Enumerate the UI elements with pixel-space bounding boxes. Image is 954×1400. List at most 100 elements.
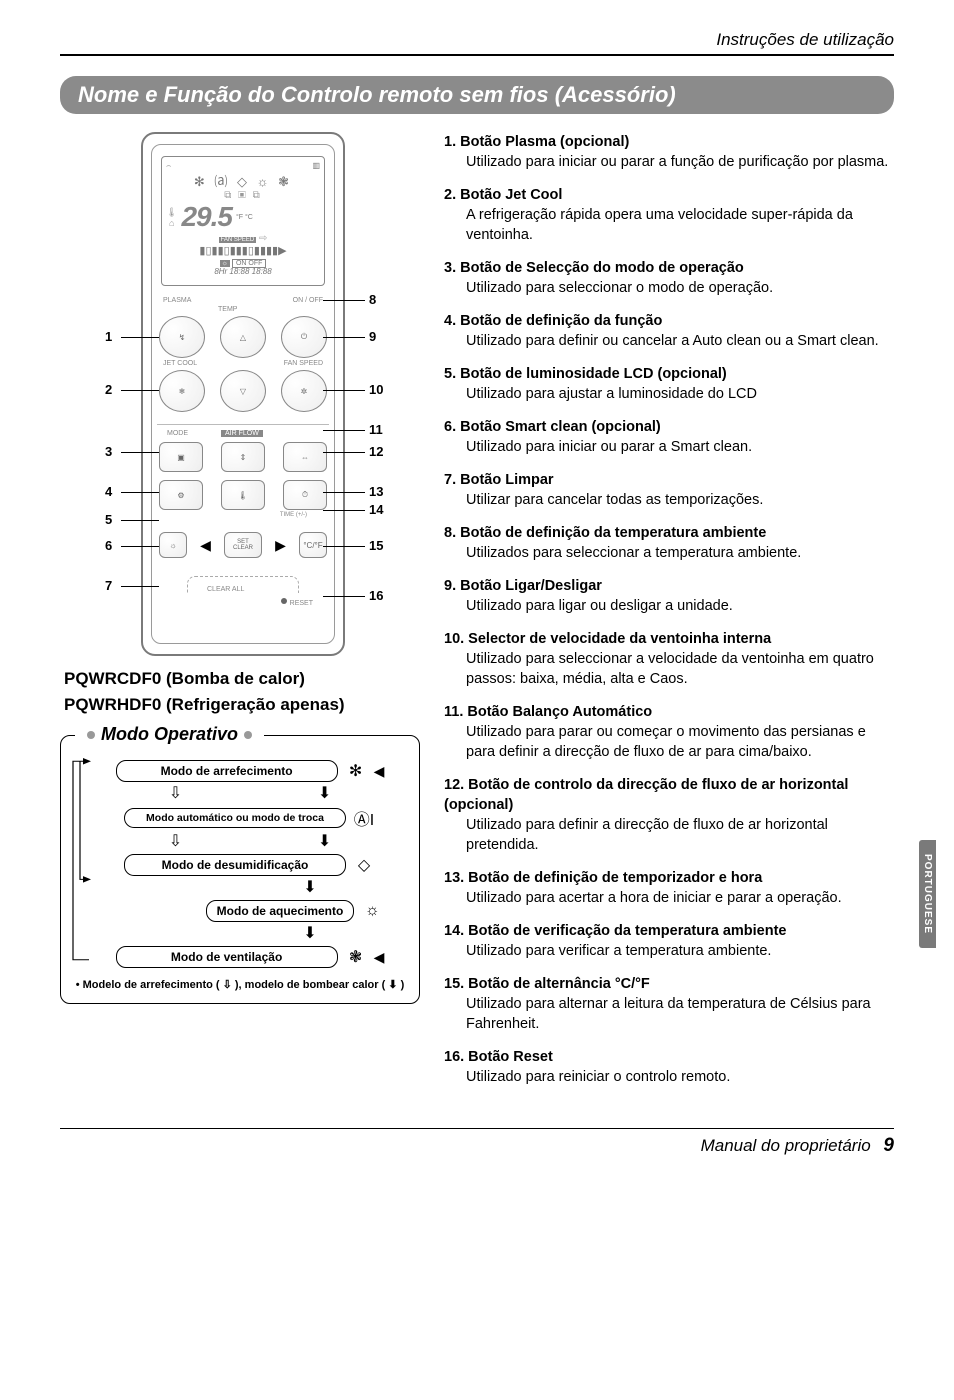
feature-desc: Utilizado para ajustar a luminosidade do… <box>466 384 894 404</box>
feature-desc: Utilizado para alternar a leitura da tem… <box>466 994 894 1034</box>
callout-number: 2 <box>105 382 112 397</box>
feature-desc: Utilizado para definir a direcção de flu… <box>466 815 894 855</box>
label-airflow: AIR FLOW <box>221 430 263 437</box>
flow-arrow-down: ⇩⬇ <box>93 786 407 802</box>
callout-line <box>323 492 365 493</box>
flow-arrow-down: ⬇ <box>93 926 407 942</box>
lcd-fan-label: FAN SPEED <box>219 237 257 243</box>
callout-number: 4 <box>105 484 112 499</box>
btn-fanspeed[interactable]: ✲ <box>281 370 327 412</box>
callout-line <box>121 337 159 338</box>
btn-function[interactable]: ⚙ <box>159 480 203 510</box>
label-timeset: TIME (+/-) <box>280 512 307 518</box>
mode-icon: ◇ <box>352 855 376 875</box>
callout-number: 11 <box>369 422 383 437</box>
feature-item: 13. Botão de definição de temporizador e… <box>444 868 894 908</box>
label-plasma: PLASMA <box>163 297 191 304</box>
callout-line <box>121 452 159 453</box>
callout-number: 12 <box>369 444 383 459</box>
mode-flow-box: Modo Operativo Modo de arrefecimento✻◀⇩⬇… <box>60 735 420 1004</box>
btn-lcd-bright[interactable]: ☼ <box>159 532 187 558</box>
running-header: Instruções de utilização <box>60 30 894 50</box>
feature-desc: Utilizados para seleccionar a temperatur… <box>466 543 894 563</box>
header-divider <box>60 54 894 56</box>
label-jetcool: JET COOL <box>163 360 197 367</box>
feature-item: 16. Botão ResetUtilizado para reiniciar … <box>444 1047 894 1087</box>
section-title: Nome e Função do Controlo remoto sem fio… <box>78 82 676 107</box>
feature-title: 8. Botão de definição da temperatura amb… <box>444 523 894 543</box>
callout-line <box>121 492 159 493</box>
footer-text: Manual do proprietário <box>701 1136 871 1155</box>
btn-temp-up[interactable]: △ <box>220 316 266 358</box>
feature-title: 2. Botão Jet Cool <box>444 185 894 205</box>
label-reset: RESET <box>290 600 313 607</box>
callout-line <box>323 337 365 338</box>
btn-airflow-v[interactable]: ⇕ <box>221 442 265 472</box>
mode-flow-title: Modo Operativo <box>75 724 264 745</box>
callout-line <box>121 520 159 521</box>
lcd-fan-bars: ▮▯▮▮▯▮▮▮▯▮▮▮▮▶ <box>166 244 320 257</box>
feature-title: 15. Botão de alternância °C/°F <box>444 974 894 994</box>
callout-line <box>121 586 159 587</box>
mode-row: Modo de aquecimento ☼ <box>93 900 407 922</box>
btn-timer[interactable]: ⏱ <box>283 480 327 510</box>
flow-entry-arrow: ◀ <box>374 763 385 780</box>
callout-number: 5 <box>105 512 112 527</box>
feature-desc: Utilizado para verificar a temperatura a… <box>466 941 894 961</box>
clearall-bracket <box>187 576 299 593</box>
callout-line <box>323 546 365 547</box>
callout-number: 7 <box>105 578 112 593</box>
remote-lcd: ⌢▥ ✻ ⒜ ◇ ☼ ❃ ⧉ ▣ ⧉ 🌡⌂ 29.5 °F °C FAN SPE… <box>161 156 325 286</box>
callout-line <box>121 546 159 547</box>
section-title-bar: Nome e Função do Controlo remoto sem fio… <box>60 76 894 114</box>
callout-number: 13 <box>369 484 383 499</box>
btn-cf[interactable]: °C/°F <box>299 532 327 558</box>
btn-reset[interactable] <box>281 598 287 604</box>
btn-roomtemp[interactable]: 🌡 <box>221 480 265 510</box>
btn-mode[interactable]: ▣ <box>159 442 203 472</box>
mode-row: Modo de desumidificação ◇ <box>93 854 407 876</box>
btn-jetcool[interactable]: ❄ <box>159 370 205 412</box>
model-cooling: PQWRHDF0 (Refrigeração apenas) <box>64 692 420 718</box>
btn-power[interactable]: ⏻ <box>281 316 327 358</box>
btn-plasma[interactable]: ↯ <box>159 316 205 358</box>
lcd-mode-icons: ✻ ⒜ ◇ ☼ ❃ <box>166 171 320 190</box>
feature-title: 9. Botão Ligar/Desligar <box>444 576 894 596</box>
model-heatpump: PQWRCDF0 (Bomba de calor) <box>64 666 420 692</box>
footer-page-number: 9 <box>883 1135 894 1156</box>
feature-desc: Utilizado para definir ou cancelar a Aut… <box>466 331 894 351</box>
feature-item: 14. Botão de verificação da temperatura … <box>444 921 894 961</box>
feature-desc: A refrigeração rápida opera uma velocida… <box>466 205 894 245</box>
feature-desc: Utilizado para reiniciar o controlo remo… <box>466 1067 894 1087</box>
callout-number: 16 <box>369 588 383 603</box>
flow-exit-arrow: ◀ <box>374 949 385 966</box>
mode-icon: ❃ <box>344 947 368 967</box>
feature-title: 5. Botão de luminosidade LCD (opcional) <box>444 364 894 384</box>
feature-item: 12. Botão de controlo da direcção de flu… <box>444 775 894 855</box>
btn-set-clear[interactable]: SETCLEAR <box>224 532 262 558</box>
feature-item: 8. Botão de definição da temperatura amb… <box>444 523 894 563</box>
model-numbers: PQWRCDF0 (Bomba de calor) PQWRHDF0 (Refr… <box>64 666 420 717</box>
feature-title: 1. Botão Plasma (opcional) <box>444 132 894 152</box>
mode-pill: Modo de aquecimento <box>206 900 355 922</box>
callout-number: 6 <box>105 538 112 553</box>
callout-number: 9 <box>369 329 376 344</box>
callout-line <box>323 596 365 597</box>
callout-number: 14 <box>369 502 383 517</box>
flow-return-arrows <box>69 758 91 963</box>
remote-body: ⌢▥ ✻ ⒜ ◇ ☼ ❃ ⧉ ▣ ⧉ 🌡⌂ 29.5 °F °C FAN SPE… <box>141 132 345 656</box>
callout-line <box>323 452 365 453</box>
mode-pill: Modo de desumidificação <box>124 854 346 876</box>
feature-title: 16. Botão Reset <box>444 1047 894 1067</box>
language-tab: PORTUGUESE <box>919 840 936 948</box>
mode-icon: ☼ <box>360 902 384 920</box>
mode-flow-footer: • Modelo de arrefecimento ( ⇩ ), modelo … <box>73 978 407 991</box>
feature-item: 7. Botão LimparUtilizar para cancelar to… <box>444 470 894 510</box>
btn-airflow-h[interactable]: ⇔ <box>283 442 327 472</box>
feature-item: 11. Botão Balanço AutomáticoUtilizado pa… <box>444 702 894 762</box>
btn-temp-down[interactable]: ▽ <box>220 370 266 412</box>
feature-list: 1. Botão Plasma (opcional) Utilizado para… <box>444 132 894 1087</box>
label-mode: MODE <box>167 430 188 437</box>
feature-title: 13. Botão de definição de temporizador e… <box>444 868 894 888</box>
feature-item: 2. Botão Jet CoolA refrigeração rápida o… <box>444 185 894 245</box>
